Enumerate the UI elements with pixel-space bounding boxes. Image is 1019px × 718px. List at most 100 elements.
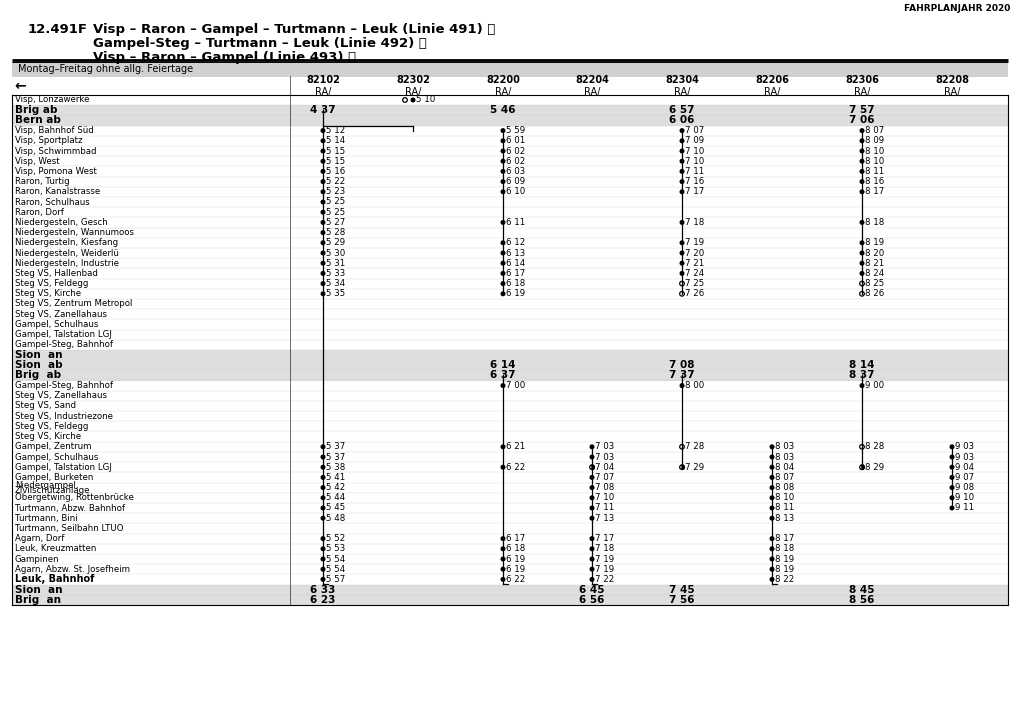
Circle shape [769, 496, 773, 500]
Text: 8 56: 8 56 [849, 595, 874, 605]
Circle shape [500, 169, 504, 173]
Circle shape [859, 190, 863, 194]
Text: 7 18: 7 18 [685, 218, 704, 227]
Text: Gampel, Talstation LGJ: Gampel, Talstation LGJ [15, 462, 112, 472]
Circle shape [769, 537, 773, 541]
Text: 82204: 82204 [575, 75, 608, 85]
Circle shape [950, 455, 953, 459]
Circle shape [680, 169, 683, 173]
Text: 5 41: 5 41 [326, 473, 345, 482]
Text: 8 24: 8 24 [865, 269, 883, 278]
Text: Visp, West: Visp, West [15, 157, 59, 166]
Text: 9 03: 9 03 [955, 442, 974, 452]
Circle shape [859, 220, 863, 224]
Text: 82206: 82206 [754, 75, 788, 85]
Text: 5 54: 5 54 [326, 554, 345, 564]
Circle shape [321, 465, 324, 469]
Text: Niedergesteln, Gesch: Niedergesteln, Gesch [15, 218, 108, 227]
Text: Turtmann, Abzw. Bahnhof: Turtmann, Abzw. Bahnhof [15, 503, 125, 513]
Circle shape [859, 180, 863, 183]
Text: 5 16: 5 16 [326, 167, 345, 176]
Circle shape [321, 567, 324, 571]
Text: 6 02: 6 02 [506, 157, 525, 166]
Circle shape [859, 241, 863, 245]
Text: 6 13: 6 13 [506, 248, 525, 258]
Text: 8 45: 8 45 [849, 584, 874, 595]
Circle shape [500, 129, 504, 132]
Text: Niedergesteln, Industrie: Niedergesteln, Industrie [15, 258, 119, 268]
Circle shape [500, 241, 504, 245]
Text: 7 08: 7 08 [668, 360, 694, 370]
Text: Steg VS, Zanellahaus: Steg VS, Zanellahaus [15, 309, 107, 319]
Text: 7 11: 7 11 [685, 167, 704, 176]
Text: 5 27: 5 27 [326, 218, 345, 227]
Text: 8 20: 8 20 [865, 248, 883, 258]
Text: 8 28: 8 28 [865, 442, 883, 452]
Text: Steg VS, Feldegg: Steg VS, Feldegg [15, 279, 89, 288]
Text: 6 19: 6 19 [506, 554, 525, 564]
Circle shape [500, 577, 504, 581]
Text: 6 57: 6 57 [668, 106, 694, 115]
Text: 6 02: 6 02 [506, 146, 525, 156]
Text: Sion  an: Sion an [15, 350, 62, 360]
Circle shape [321, 139, 324, 143]
Text: 5 14: 5 14 [326, 136, 345, 145]
Text: 6 37: 6 37 [490, 370, 516, 381]
Text: 7 26: 7 26 [685, 289, 704, 298]
Text: 8 11: 8 11 [774, 503, 794, 513]
Text: 5 53: 5 53 [326, 544, 345, 554]
Text: 7 28: 7 28 [685, 442, 704, 452]
Text: Gampel-Steg, Bahnhof: Gampel-Steg, Bahnhof [15, 340, 113, 349]
Text: 7 08: 7 08 [595, 483, 614, 492]
Text: 7 19: 7 19 [685, 238, 704, 247]
Text: Sion  ab: Sion ab [15, 360, 62, 370]
Circle shape [321, 129, 324, 132]
Text: 7 07: 7 07 [685, 126, 704, 135]
Circle shape [500, 445, 504, 449]
Circle shape [321, 475, 324, 479]
Circle shape [321, 210, 324, 214]
Text: Turtmann, Bini: Turtmann, Bini [15, 513, 77, 523]
Circle shape [590, 475, 593, 479]
Text: 5 52: 5 52 [326, 534, 345, 543]
Text: 8 17: 8 17 [774, 534, 794, 543]
Bar [12, 360, 1007, 370]
Text: 8 25: 8 25 [865, 279, 883, 288]
Bar [12, 116, 1007, 126]
Circle shape [500, 190, 504, 194]
Text: 5 38: 5 38 [326, 462, 345, 472]
Text: 5 12: 5 12 [326, 126, 345, 135]
Text: 8 21: 8 21 [865, 258, 883, 268]
Circle shape [500, 220, 504, 224]
Text: 5 54: 5 54 [326, 564, 345, 574]
Text: 5 48: 5 48 [326, 513, 345, 523]
Text: 6 45: 6 45 [579, 584, 604, 595]
Text: 7 09: 7 09 [685, 136, 704, 145]
Text: 7 03: 7 03 [595, 452, 614, 462]
Text: RA/: RA/ [405, 87, 421, 97]
Text: 8 14: 8 14 [849, 360, 874, 370]
Text: Raron, Schulhaus: Raron, Schulhaus [15, 197, 90, 207]
Circle shape [321, 292, 324, 296]
Circle shape [769, 486, 773, 490]
Text: Gampel-Steg – Turtmann – Leuk (Linie 492) 🚌: Gampel-Steg – Turtmann – Leuk (Linie 492… [93, 37, 427, 50]
Text: 7 17: 7 17 [685, 187, 704, 196]
Circle shape [769, 516, 773, 520]
Text: 8 17: 8 17 [865, 187, 883, 196]
Text: 5 29: 5 29 [326, 238, 345, 247]
Text: 7 04: 7 04 [595, 462, 614, 472]
Circle shape [769, 567, 773, 571]
Circle shape [859, 261, 863, 265]
Text: 7 10: 7 10 [685, 146, 704, 156]
Text: Visp – Raron – Gampel – Turtmann – Leuk (Linie 491) 🚌: Visp – Raron – Gampel – Turtmann – Leuk … [93, 23, 495, 36]
Circle shape [859, 271, 863, 275]
Bar [12, 61, 1007, 77]
Text: Agarn, Abzw. St. Josefheim: Agarn, Abzw. St. Josefheim [15, 564, 129, 574]
Text: Steg VS, Kirche: Steg VS, Kirche [15, 432, 82, 441]
Text: 6 01: 6 01 [506, 136, 525, 145]
Text: 8 11: 8 11 [865, 167, 883, 176]
Text: 5 57: 5 57 [326, 575, 345, 584]
Text: 5 15: 5 15 [326, 146, 345, 156]
Circle shape [321, 557, 324, 561]
Text: Steg VS, Industriezone: Steg VS, Industriezone [15, 411, 113, 421]
